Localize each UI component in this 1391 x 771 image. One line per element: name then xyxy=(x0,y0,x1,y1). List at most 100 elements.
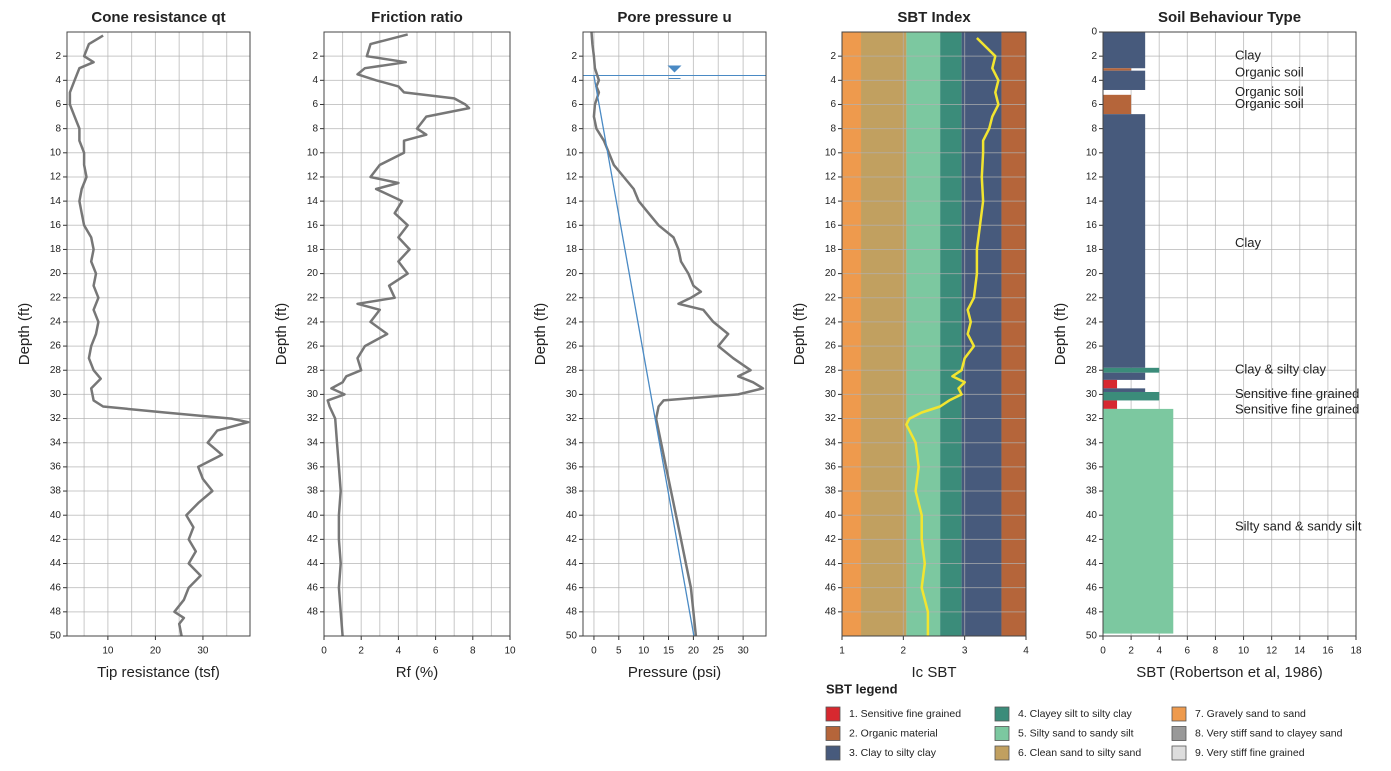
y-tick-label: 30 xyxy=(566,389,578,400)
y-tick-label: 20 xyxy=(1086,268,1098,279)
legend-label: 4. Clayey silt to silty clay xyxy=(1018,708,1133,720)
y-tick-label: 26 xyxy=(50,341,62,352)
x-tick-label: 10 xyxy=(102,646,114,657)
water-table-marker xyxy=(667,65,682,73)
y-tick-label: 28 xyxy=(50,365,62,376)
legend-swatch xyxy=(994,726,1010,741)
x-tick-label: 8 xyxy=(470,646,476,657)
plot-frame xyxy=(66,31,251,637)
y-tick-label: 32 xyxy=(50,413,62,424)
y-tick-label: 20 xyxy=(566,268,578,279)
y-tick-label: 48 xyxy=(1086,606,1098,617)
legend-swatch xyxy=(825,745,841,761)
y-tick-label: 38 xyxy=(1086,486,1098,497)
y-tick-label: 4 xyxy=(830,75,836,86)
y-tick-label: 26 xyxy=(825,341,837,352)
y-tick-label: 30 xyxy=(1086,389,1098,400)
profile-line xyxy=(905,37,1000,636)
y-tick-label: 4 xyxy=(55,75,61,86)
y-tick-label: 44 xyxy=(1086,558,1098,569)
x-tick-label: 1 xyxy=(839,646,845,657)
y-tick-label: 44 xyxy=(307,558,319,569)
legend-label: 1. Sensitive fine grained xyxy=(849,708,961,720)
y-tick-label: 12 xyxy=(1086,172,1098,183)
y-axis-label: Depth (ft) xyxy=(532,303,549,366)
x-tick-label: 30 xyxy=(738,646,750,657)
y-tick-label: 32 xyxy=(825,413,837,424)
y-tick-label: 16 xyxy=(307,220,319,231)
x-axis-label: Rf (%) xyxy=(396,664,439,681)
y-tick-label: 22 xyxy=(50,292,62,303)
plot-frame xyxy=(323,31,511,637)
y-tick-label: 26 xyxy=(1086,341,1098,352)
panel-title: Cone resistance qt xyxy=(91,9,225,26)
y-tick-label: 16 xyxy=(1086,220,1098,231)
x-tick-label: 10 xyxy=(504,646,516,657)
y-tick-label: 26 xyxy=(566,341,578,352)
y-tick-label: 26 xyxy=(307,341,319,352)
y-tick-label: 28 xyxy=(825,365,837,376)
x-tick-label: 6 xyxy=(1185,646,1191,657)
y-tick-label: 22 xyxy=(1086,292,1098,303)
legend-swatch xyxy=(1171,706,1187,722)
x-tick-label: 3 xyxy=(962,646,968,657)
layer-label: Organic soil xyxy=(1235,84,1304,99)
y-tick-label: 14 xyxy=(566,196,578,207)
x-axis-label: Tip resistance (tsf) xyxy=(97,664,220,681)
layer-label: Clay xyxy=(1235,48,1262,63)
y-tick-label: 48 xyxy=(50,606,62,617)
legend-swatch xyxy=(994,745,1010,761)
y-tick-label: 16 xyxy=(566,220,578,231)
x-tick-label: 0 xyxy=(1100,646,1106,657)
profile-line xyxy=(590,31,765,637)
sbt-layer xyxy=(1103,388,1146,392)
y-tick-label: 10 xyxy=(307,147,319,158)
y-tick-label: 10 xyxy=(566,147,578,158)
x-tick-label: 10 xyxy=(1238,646,1250,657)
x-tick-label: 4 xyxy=(1023,646,1029,657)
y-tick-label: 30 xyxy=(825,389,837,400)
y-tick-label: 2 xyxy=(1091,51,1097,62)
x-tick-label: 0 xyxy=(321,646,327,657)
y-tick-label: 46 xyxy=(50,582,62,593)
y-tick-label: 34 xyxy=(50,437,62,448)
y-tick-label: 2 xyxy=(830,51,836,62)
y-tick-label: 36 xyxy=(307,462,319,473)
layer-label: Organic soil xyxy=(1235,65,1304,80)
y-tick-label: 12 xyxy=(566,172,578,183)
y-tick-label: 8 xyxy=(312,123,318,134)
x-tick-label: 2 xyxy=(901,646,907,657)
y-tick-label: 0 xyxy=(1091,27,1097,38)
layer-label: Sensitive fine grained xyxy=(1235,402,1359,417)
y-tick-label: 2 xyxy=(312,51,318,62)
y-tick-label: 50 xyxy=(50,631,62,642)
legend-swatch xyxy=(825,726,841,741)
y-tick-label: 8 xyxy=(571,123,577,134)
sbt-layer xyxy=(1103,70,1146,90)
y-tick-label: 14 xyxy=(50,196,62,207)
y-tick-label: 14 xyxy=(307,196,319,207)
sbt-layer xyxy=(1103,400,1118,409)
x-tick-label: 4 xyxy=(396,646,402,657)
y-tick-label: 6 xyxy=(571,99,577,110)
x-tick-label: 6 xyxy=(433,646,439,657)
y-tick-label: 38 xyxy=(566,486,578,497)
panel-title: Friction ratio xyxy=(371,9,463,26)
x-tick-label: 14 xyxy=(1294,646,1306,657)
sbt-layer xyxy=(1103,408,1174,634)
panel-title: SBT Index xyxy=(897,9,971,26)
y-tick-label: 24 xyxy=(825,317,837,328)
y-tick-label: 28 xyxy=(1086,365,1098,376)
y-tick-label: 48 xyxy=(566,606,578,617)
y-tick-label: 40 xyxy=(566,510,578,521)
profile-line xyxy=(68,34,250,637)
y-tick-label: 46 xyxy=(1086,582,1098,593)
y-tick-label: 36 xyxy=(50,462,62,473)
y-tick-label: 36 xyxy=(825,462,837,473)
y-tick-label: 18 xyxy=(50,244,62,255)
y-tick-label: 34 xyxy=(307,437,319,448)
legend-title: SBT legend xyxy=(826,681,898,696)
y-tick-label: 40 xyxy=(825,510,837,521)
y-tick-label: 10 xyxy=(1086,147,1098,158)
